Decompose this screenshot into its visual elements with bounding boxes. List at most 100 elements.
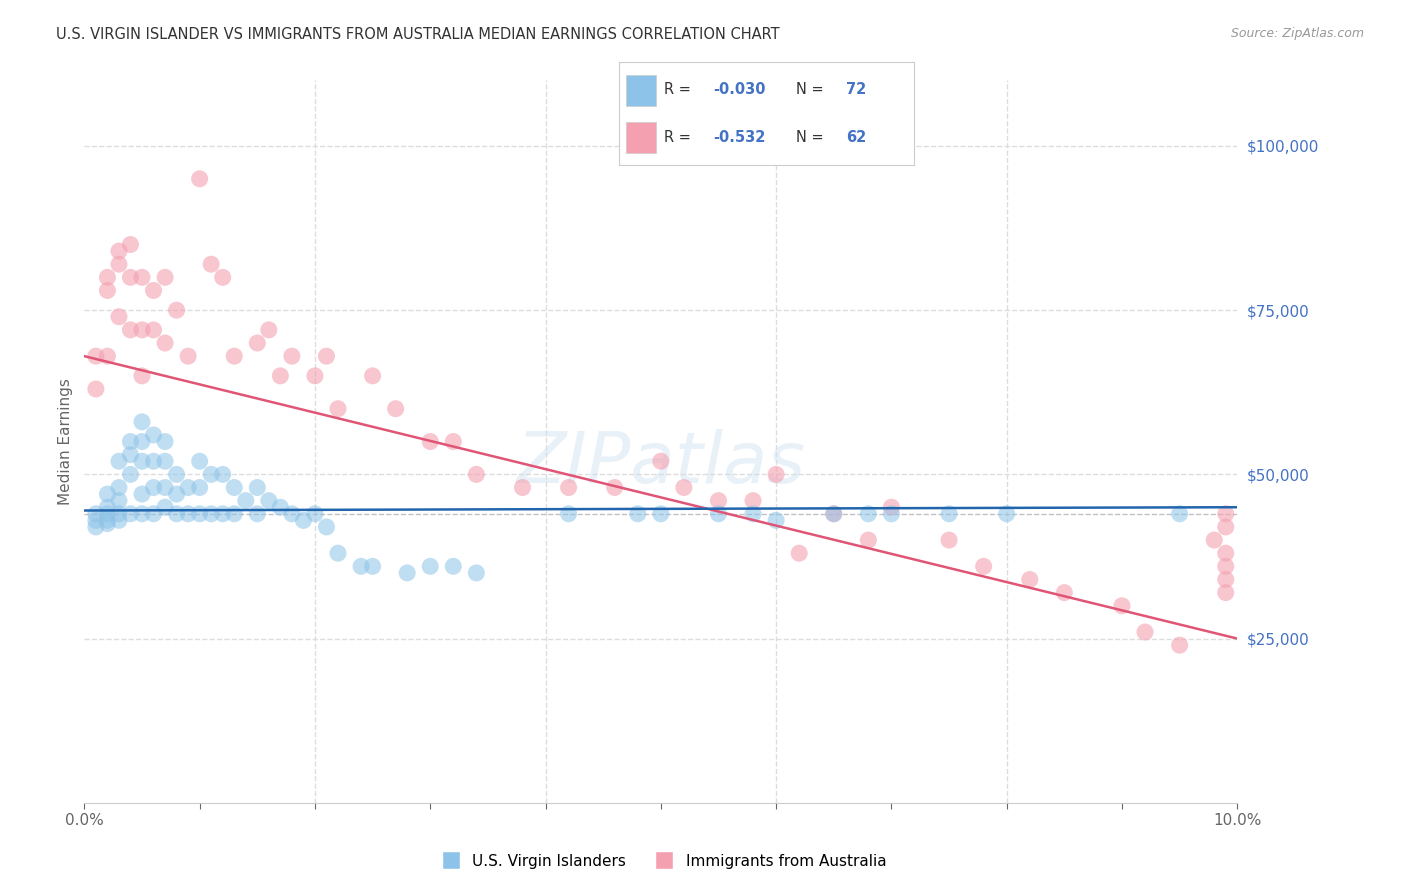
Point	[1215, 559, 1237, 574]
Point	[142, 428, 165, 442]
Point	[166, 507, 188, 521]
Point	[131, 415, 153, 429]
Point	[396, 566, 419, 580]
Point	[211, 467, 233, 482]
Point	[512, 481, 534, 495]
Text: R =: R =	[665, 130, 692, 145]
Text: U.S. VIRGIN ISLANDER VS IMMIGRANTS FROM AUSTRALIA MEDIAN EARNINGS CORRELATION CH: U.S. VIRGIN ISLANDER VS IMMIGRANTS FROM …	[56, 27, 780, 42]
Point	[211, 270, 233, 285]
Point	[858, 533, 880, 547]
Text: 62: 62	[846, 130, 866, 145]
Point	[96, 349, 118, 363]
Point	[1053, 585, 1076, 599]
Point	[707, 507, 730, 521]
Text: N =: N =	[796, 82, 824, 97]
Point	[131, 487, 153, 501]
Point	[120, 434, 142, 449]
Point	[1133, 625, 1156, 640]
Point	[880, 507, 903, 521]
Point	[326, 546, 349, 560]
Point	[120, 237, 142, 252]
Point	[177, 349, 200, 363]
Point	[166, 467, 188, 482]
Text: N =: N =	[796, 130, 824, 145]
Point	[142, 481, 165, 495]
Point	[120, 323, 142, 337]
Point	[120, 507, 142, 521]
Point	[84, 349, 107, 363]
Point	[153, 270, 176, 285]
Point	[257, 323, 280, 337]
Bar	[626, 122, 655, 153]
Point	[361, 368, 384, 383]
Point	[142, 507, 165, 521]
Point	[153, 500, 176, 515]
Point	[188, 171, 211, 186]
Text: -0.030: -0.030	[713, 82, 766, 97]
Point	[131, 434, 153, 449]
Point	[142, 284, 165, 298]
Point	[131, 454, 153, 468]
Point	[108, 507, 131, 521]
Point	[765, 467, 787, 482]
Point	[1111, 599, 1133, 613]
Point	[557, 507, 579, 521]
Point	[315, 520, 337, 534]
Point	[200, 467, 222, 482]
Point	[84, 520, 107, 534]
Text: Source: ZipAtlas.com: Source: ZipAtlas.com	[1230, 27, 1364, 40]
Point	[96, 284, 118, 298]
Point	[361, 559, 384, 574]
Point	[200, 257, 222, 271]
Point	[224, 507, 246, 521]
Point	[131, 368, 153, 383]
Point	[326, 401, 349, 416]
Point	[200, 507, 222, 521]
Point	[131, 507, 153, 521]
Point	[108, 244, 131, 258]
Point	[142, 454, 165, 468]
Point	[131, 270, 153, 285]
Point	[153, 434, 176, 449]
Legend: U.S. Virgin Islanders, Immigrants from Australia: U.S. Virgin Islanders, Immigrants from A…	[429, 847, 893, 875]
Point	[108, 481, 131, 495]
Point	[96, 507, 118, 521]
Point	[153, 336, 176, 351]
Point	[672, 481, 695, 495]
Point	[441, 434, 464, 449]
Point	[281, 507, 304, 521]
Point	[938, 507, 960, 521]
Point	[84, 513, 107, 527]
Point	[120, 448, 142, 462]
Point	[823, 507, 845, 521]
Point	[281, 349, 304, 363]
Point	[742, 493, 765, 508]
Point	[188, 454, 211, 468]
Point	[131, 323, 153, 337]
Point	[153, 454, 176, 468]
Point	[177, 507, 200, 521]
Point	[153, 481, 176, 495]
Point	[96, 513, 118, 527]
Point	[742, 507, 765, 521]
Point	[120, 467, 142, 482]
Point	[1204, 533, 1226, 547]
Point	[108, 454, 131, 468]
Point	[269, 368, 291, 383]
Point	[765, 513, 787, 527]
Bar	[626, 75, 655, 105]
Point	[120, 270, 142, 285]
Point	[108, 257, 131, 271]
Point	[350, 559, 373, 574]
Point	[108, 310, 131, 324]
Point	[1215, 546, 1237, 560]
Point	[315, 349, 337, 363]
Point	[257, 493, 280, 508]
Point	[1215, 573, 1237, 587]
Point	[108, 493, 131, 508]
Point	[166, 487, 188, 501]
Point	[188, 481, 211, 495]
Text: R =: R =	[665, 82, 692, 97]
Point	[650, 454, 672, 468]
Point	[441, 559, 464, 574]
